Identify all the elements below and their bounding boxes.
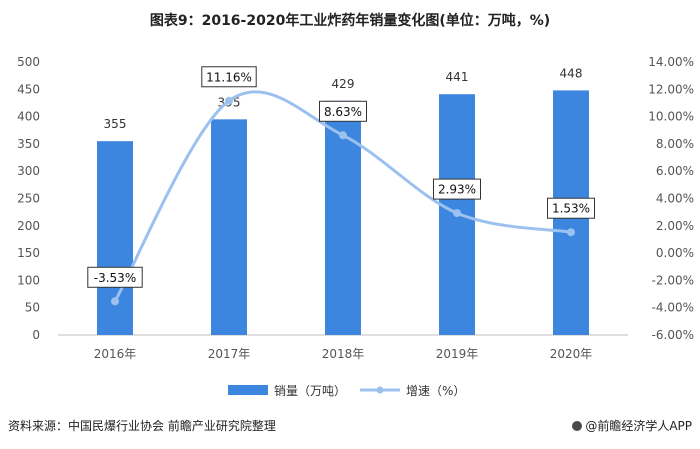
brand-credit: @前瞻经济学人APP [572, 417, 692, 434]
left-tick-label: 200 [17, 219, 40, 233]
left-tick-label: 350 [17, 137, 40, 151]
bar-value-label: 429 [332, 77, 355, 91]
x-tick-label: 2018年 [322, 347, 365, 361]
bar-value-label: 355 [104, 117, 127, 131]
right-tick-label: -4.00% [652, 301, 694, 315]
right-tick-label: 0.00% [656, 246, 694, 260]
growth-label-box [201, 66, 257, 88]
legend-bar-label: 销量（万吨） [274, 384, 346, 398]
left-tick-label: 450 [17, 82, 40, 96]
growth-point [453, 209, 461, 218]
growth-point [567, 228, 575, 237]
line-data-labels: -3.53% 11.16% 8.63% 2.93% 1.53% [87, 66, 595, 288]
growth-value-label: 1.53% [552, 202, 590, 216]
growth-label-box [87, 266, 143, 288]
growth-label-box [433, 178, 481, 200]
left-tick-label: 100 [17, 273, 40, 287]
growth-point [225, 96, 233, 105]
growth-value-label: 11.16% [206, 70, 252, 84]
right-tick-label: -2.00% [652, 273, 694, 287]
growth-label-box [547, 197, 595, 219]
right-tick-label: 2.00% [656, 219, 694, 233]
x-tick-label: 2016年 [94, 347, 137, 361]
brand-label: @前瞻经济学人APP [585, 419, 692, 433]
left-tick-label: 400 [17, 110, 40, 124]
right-tick-label: 4.00% [656, 192, 694, 206]
right-tick-label: 12.00% [648, 82, 694, 96]
bar-series [97, 90, 589, 336]
growth-label-box [319, 100, 367, 122]
bar [211, 119, 247, 335]
growth-value-label: -3.53% [94, 271, 136, 285]
right-tick-label: 8.00% [656, 137, 694, 151]
source-note: 资料来源：中国民爆行业协会 前瞻产业研究院整理 [8, 419, 276, 433]
x-axis-ticks: 2016年 2017年 2018年 2019年 2020年 [94, 347, 593, 361]
right-tick-label: 14.00% [648, 55, 694, 69]
legend-line-marker [376, 386, 384, 394]
x-tick-label: 2019年 [436, 347, 479, 361]
right-tick-label: -6.00% [652, 328, 694, 342]
growth-point [111, 297, 119, 306]
left-axis: 0 50 100 150 200 250 300 350 400 450 500 [17, 55, 40, 342]
right-tick-label: 6.00% [656, 164, 694, 178]
growth-line [113, 90, 572, 303]
left-tick-label: 500 [17, 55, 40, 69]
left-tick-label: 250 [17, 192, 40, 206]
growth-value-label: 8.63% [324, 105, 362, 119]
left-tick-label: 50 [25, 301, 40, 315]
bar-value-label: 441 [446, 70, 469, 84]
bar [97, 141, 133, 335]
left-tick-label: 300 [17, 164, 40, 178]
x-tick-label: 2020年 [550, 347, 593, 361]
x-tick-label: 2017年 [208, 347, 251, 361]
bar [325, 100, 361, 336]
legend-line-label: 增速（%） [406, 384, 465, 398]
right-axis: -6.00% -4.00% -2.00% 0.00% 2.00% 4.00% 6.00% 8.… [648, 55, 694, 342]
growth-point [339, 131, 347, 140]
left-tick-label: 150 [17, 246, 40, 260]
chart-title: 图表9：2016-2020年工业炸药年销量变化图(单位：万吨，%) [149, 13, 551, 29]
legend: 销量（万吨） 增速（%） [228, 384, 465, 398]
right-tick-label: 10.00% [648, 110, 694, 124]
left-tick-label: 0 [32, 328, 40, 342]
brand-logo-icon [572, 421, 583, 431]
growth-value-label: 2.93% [438, 183, 476, 197]
legend-bar-swatch [228, 385, 268, 395]
line-series [111, 90, 575, 306]
bar-value-label: 448 [560, 66, 583, 80]
